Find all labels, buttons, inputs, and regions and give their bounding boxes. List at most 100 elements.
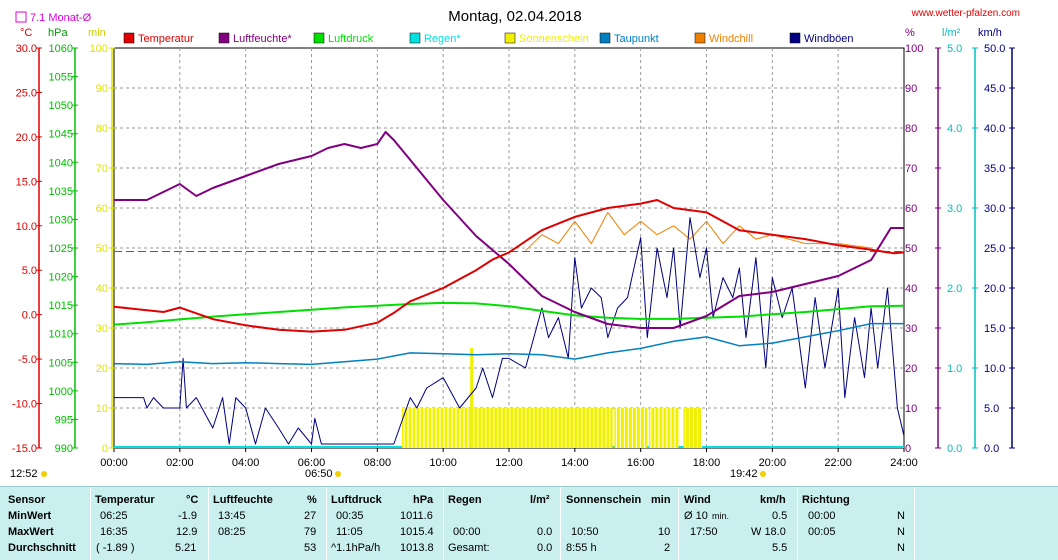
series-line-luftfeuchte xyxy=(114,131,904,329)
sunshine-bar-peak xyxy=(471,348,474,448)
tick-label-press: 1055 xyxy=(49,72,73,84)
unit-pct: % xyxy=(905,27,915,39)
tick-label-min: 50 xyxy=(96,243,108,255)
tick-label-pct: 0 xyxy=(905,443,911,455)
hum-max-time: 08:25 xyxy=(218,526,246,538)
website-label[interactable]: www.wetter-pfalzen.com xyxy=(911,8,1020,19)
tick-label-temp: 10.0 xyxy=(16,221,37,233)
wind-avg-val: 5.5 xyxy=(772,542,788,554)
legend-label: Taupunkt xyxy=(614,33,659,45)
col-temp-unit: °C xyxy=(186,494,199,506)
chart-axes: 30.0 25.0 20.0 15.0 10.0 5.0 0.0 -5.0 -10.0 -15.0… xyxy=(12,43,1015,469)
legend-swatch xyxy=(218,32,230,44)
x-tick-label: 20:00 xyxy=(759,457,787,469)
tick-label-wind: 0.0 xyxy=(984,443,999,455)
sunshine-bar xyxy=(614,408,648,448)
legend-swatch xyxy=(409,32,421,44)
tick-label-wind: 15.0 xyxy=(984,323,1005,335)
tick-label-rain: 5.0 xyxy=(947,43,962,55)
row-label-avg: Durchschnitt xyxy=(8,542,76,554)
col-hum-unit: % xyxy=(307,494,317,506)
tick-label-rain: 0.0 xyxy=(947,443,962,455)
col-sun-label: Sonnenschein xyxy=(566,494,642,506)
tick-label-wind: 40.0 xyxy=(984,123,1005,135)
tick-label-min: 60 xyxy=(96,203,108,215)
tick-label-min: 0 xyxy=(102,443,108,455)
col-rain-label: Regen xyxy=(448,494,482,506)
hum-avg-val: 53 xyxy=(304,542,317,554)
tick-label-temp: -10.0 xyxy=(12,399,37,411)
tick-label-pct: 40 xyxy=(905,283,917,295)
tick-label-temp: 20.0 xyxy=(16,132,37,144)
chart-legend: Temperatur Luftfeuchte* Luftdruck Regen* Son… xyxy=(123,32,854,45)
legend-swatch xyxy=(504,32,516,44)
sun-avg-label: 8:55 h xyxy=(566,542,597,554)
tick-label-temp: 30.0 xyxy=(16,43,37,55)
col-sun-unit: min xyxy=(651,494,671,506)
unit-min: min xyxy=(88,27,106,39)
sunshine-bar xyxy=(470,348,472,448)
tick-label-press: 1015 xyxy=(49,300,73,312)
tick-label-min: 40 xyxy=(96,283,108,295)
sun-avg-val: 2 xyxy=(664,542,671,554)
sunshine-bars xyxy=(402,348,702,448)
row-label-sensor: Sensor xyxy=(8,494,46,506)
row-label-min: MinWert xyxy=(8,510,52,522)
x-tick-label: 06:00 xyxy=(298,457,326,469)
sunshine-bar xyxy=(471,408,608,448)
unit-press: hPa xyxy=(48,27,68,39)
rain-max-val: 0.0 xyxy=(537,526,553,538)
series-line-temperatur xyxy=(113,199,905,333)
legend-label: Windböen xyxy=(804,33,854,45)
col-press-unit: hPa xyxy=(413,494,434,506)
legend-swatch xyxy=(694,32,706,44)
dir-max-val: N xyxy=(897,526,905,538)
sunset-time: 19:42 xyxy=(730,468,758,480)
sunshine-bar xyxy=(683,408,702,448)
legend-swatch xyxy=(313,32,325,44)
wind-max-time: 17:50 xyxy=(690,526,718,538)
wind-min-sub: min. xyxy=(712,511,730,521)
tick-label-temp: 0.0 xyxy=(22,310,37,322)
statistics-table: Sensor MinWert MaxWert Durchschnitt Temp… xyxy=(0,486,1058,560)
temp-max-time: 16:35 xyxy=(100,526,128,538)
col-hum-label: Luftfeuchte xyxy=(213,494,273,506)
hum-min-val: 27 xyxy=(304,510,317,522)
col-temp-label: Temperatur xyxy=(95,494,155,506)
tick-label-press: 1025 xyxy=(49,243,73,255)
tick-label-press: 1030 xyxy=(49,214,73,226)
tick-label-rain: 3.0 xyxy=(947,203,962,215)
tick-label-pct: 30 xyxy=(905,323,917,335)
tick-label-pct: 10 xyxy=(905,403,917,415)
legend-label: Luftdruck xyxy=(328,33,374,45)
dir-min-time: 00:00 xyxy=(808,510,836,522)
chart-grid xyxy=(113,47,905,449)
tick-label-press: 1005 xyxy=(49,357,73,369)
unit-rain: l/m² xyxy=(942,27,961,39)
legend-label: Windchill xyxy=(709,33,753,45)
rain-max-time: 00:00 xyxy=(453,526,481,538)
legend-label: Sonnenschein xyxy=(519,33,589,45)
hum-min-time: 13:45 xyxy=(218,510,246,522)
unit-wind: km/h xyxy=(978,27,1002,39)
press-avg-val: 1013.8 xyxy=(400,542,434,554)
row-label-max: MaxWert xyxy=(8,526,54,538)
sunrise-time: 06:50 xyxy=(305,468,333,480)
tick-label-min: 70 xyxy=(96,163,108,175)
tick-label-rain: 2.0 xyxy=(947,283,962,295)
weather-chart: 30.0 25.0 20.0 15.0 10.0 5.0 0.0 -5.0 -10.0 -15.0… xyxy=(10,8,1020,480)
tick-label-wind: 45.0 xyxy=(984,83,1005,95)
dir-min-val: N xyxy=(897,510,905,522)
tick-label-min: 80 xyxy=(96,123,108,135)
temp-avg-val: 5.21 xyxy=(175,542,197,554)
tick-label-wind: 20.0 xyxy=(984,283,1005,295)
tick-label-min: 10 xyxy=(96,403,108,415)
tick-label-pct: 60 xyxy=(905,203,917,215)
tick-label-press: 1035 xyxy=(49,186,73,198)
legend-label: Luftfeuchte* xyxy=(233,33,292,45)
tick-label-temp: 25.0 xyxy=(16,87,37,99)
hum-max-val: 79 xyxy=(304,526,317,538)
sunset-icon xyxy=(760,471,766,477)
tick-label-wind: 50.0 xyxy=(984,43,1005,55)
tick-label-wind: 10.0 xyxy=(984,363,1005,375)
